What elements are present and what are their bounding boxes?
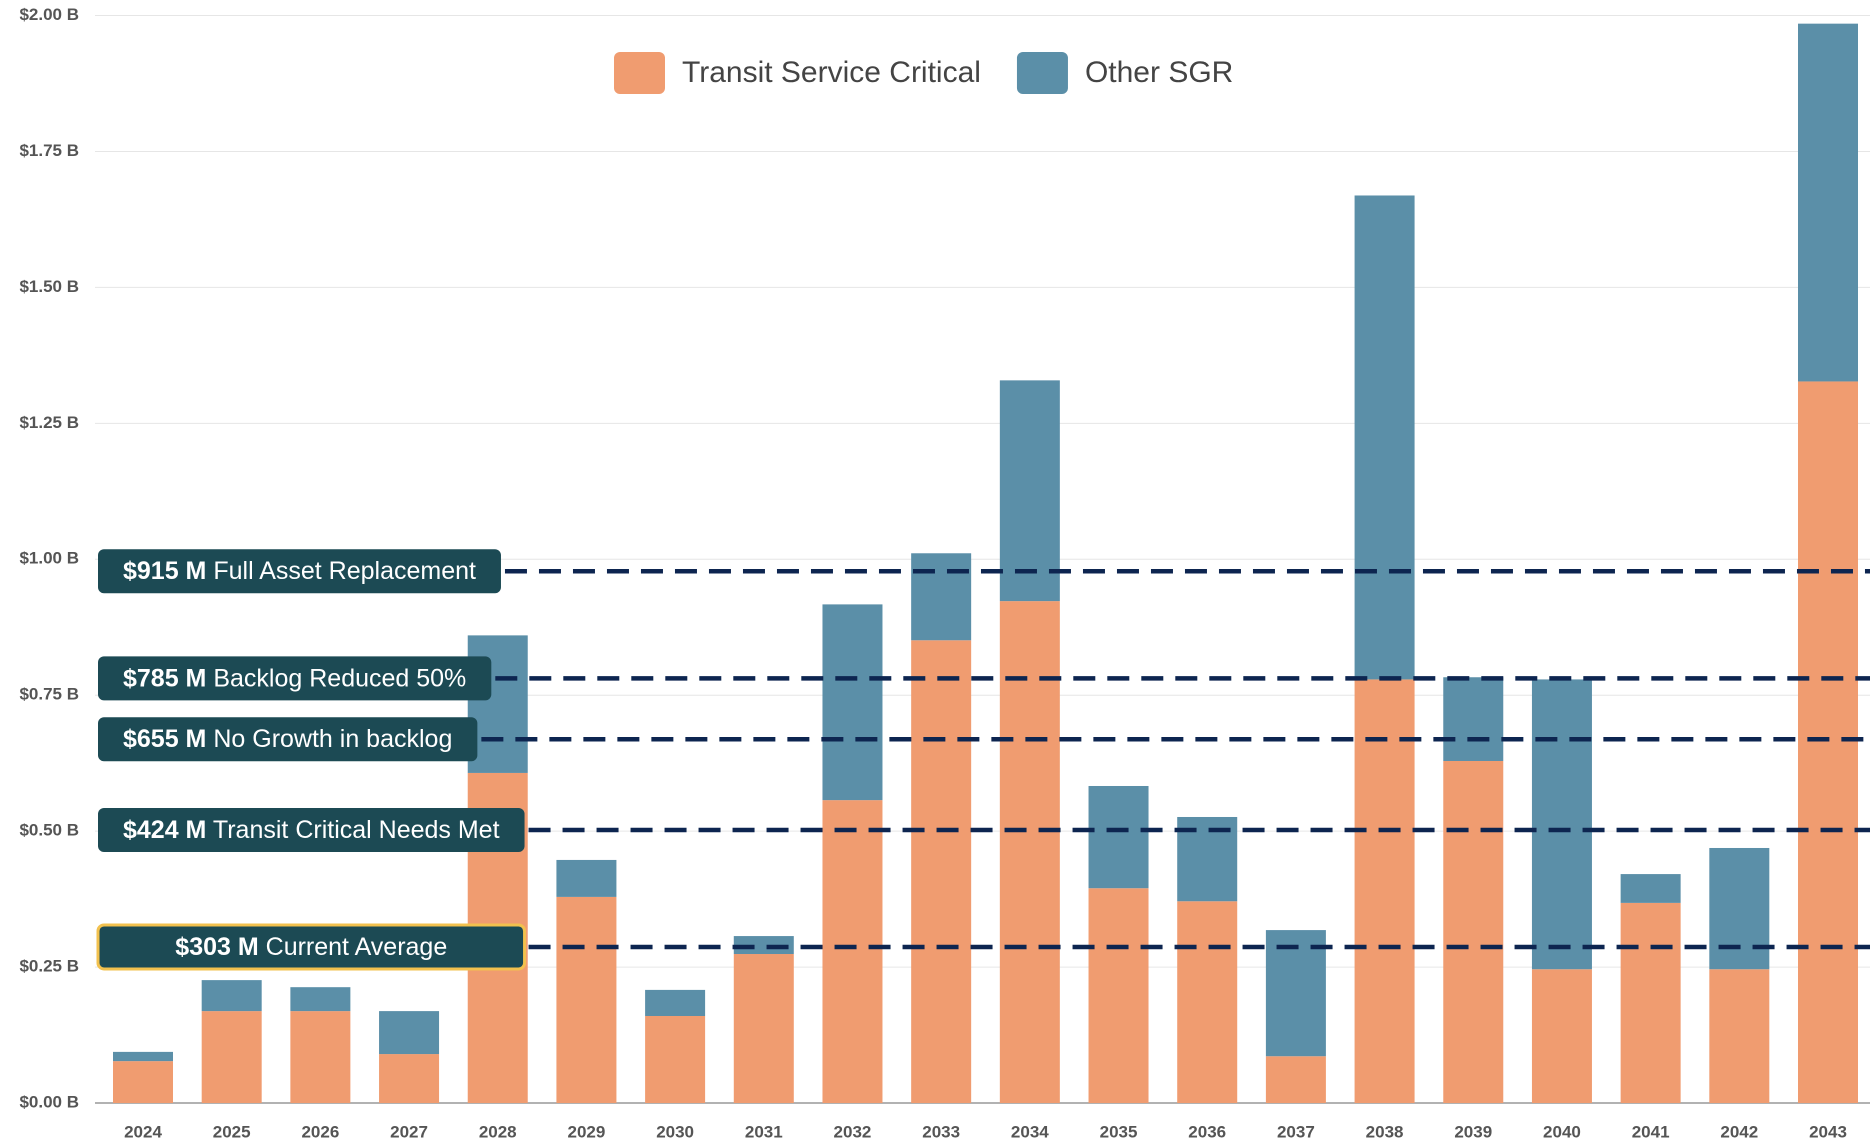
bar-segment bbox=[733, 954, 794, 1103]
bar-segment bbox=[290, 1011, 351, 1103]
bar-segment bbox=[999, 601, 1060, 1103]
bar-segment bbox=[113, 1051, 173, 1062]
x-tick-label: 2038 bbox=[1366, 1122, 1404, 1141]
y-tick-label: $0.50 B bbox=[19, 821, 79, 840]
bar-segment bbox=[1798, 23, 1858, 382]
bar-segment bbox=[1443, 677, 1504, 761]
x-tick-label: 2026 bbox=[301, 1122, 339, 1141]
x-tick-label: 2042 bbox=[1720, 1122, 1758, 1141]
reference-label: $655 M No Growth in backlog bbox=[98, 717, 478, 762]
bar-segment bbox=[1265, 930, 1326, 1057]
x-tick-label: 2032 bbox=[834, 1122, 872, 1141]
reference-caption: Transit Critical Needs Met bbox=[213, 816, 500, 844]
reference-text: $303 M Current Average bbox=[175, 933, 447, 961]
label-box bbox=[98, 808, 525, 853]
legend: Transit Service Critical Other SGR bbox=[614, 52, 1233, 94]
legend-swatch bbox=[614, 52, 665, 94]
x-tick-label: 2040 bbox=[1543, 1122, 1581, 1141]
reference-label: $915 M Full Asset Replacement bbox=[98, 549, 501, 594]
bar-segment bbox=[1088, 785, 1149, 889]
reference-amount: $303 M bbox=[175, 933, 258, 961]
bar-segment bbox=[1265, 1056, 1326, 1103]
bar-segment bbox=[1798, 381, 1858, 1104]
bar-segment bbox=[911, 640, 972, 1103]
y-tick-label: $0.25 B bbox=[19, 957, 79, 976]
bar-segment bbox=[290, 987, 351, 1012]
reference-text: $785 M Backlog Reduced 50% bbox=[123, 664, 466, 692]
reference-text: $655 M No Growth in backlog bbox=[123, 725, 452, 753]
y-tick-label: $1.00 B bbox=[19, 549, 79, 568]
bar-segment bbox=[1620, 874, 1681, 903]
reference-amount: $915 M bbox=[123, 557, 206, 585]
y-tick-label: $1.75 B bbox=[19, 141, 79, 160]
bar-segment bbox=[822, 800, 883, 1103]
reference-amount: $424 M bbox=[123, 816, 206, 844]
x-tick-label: 2043 bbox=[1809, 1122, 1847, 1141]
y-tick-label: $2.00 B bbox=[19, 5, 79, 24]
reference-amount: $655 M bbox=[123, 725, 206, 753]
bar-segment bbox=[645, 989, 706, 1016]
label-box bbox=[98, 656, 492, 701]
legend-label: Other SGR bbox=[1085, 56, 1233, 89]
reference-label: $424 M Transit Critical Needs Met bbox=[98, 808, 525, 853]
bar-segment bbox=[822, 604, 883, 801]
y-tick-label: $1.50 B bbox=[19, 277, 79, 296]
bar-segment bbox=[1709, 847, 1770, 970]
bar-segment bbox=[379, 1054, 440, 1103]
label-box bbox=[98, 717, 478, 762]
legend-swatch bbox=[1016, 52, 1068, 94]
x-tick-label: 2041 bbox=[1632, 1122, 1670, 1141]
bar-segment bbox=[911, 553, 972, 641]
x-tick-label: 2039 bbox=[1454, 1122, 1492, 1141]
x-tick-label: 2037 bbox=[1277, 1122, 1315, 1141]
x-tick-label: 2034 bbox=[1011, 1122, 1049, 1141]
x-tick-label: 2028 bbox=[479, 1122, 517, 1141]
reference-caption: Full Asset Replacement bbox=[213, 557, 476, 585]
bar-segment bbox=[201, 1011, 262, 1103]
bar-segment bbox=[1531, 679, 1592, 970]
bar-segment bbox=[556, 896, 617, 1103]
bar-segment bbox=[999, 380, 1060, 602]
x-tick-label: 2035 bbox=[1100, 1122, 1138, 1141]
reference-caption: Backlog Reduced 50% bbox=[213, 664, 466, 692]
x-tick-label: 2027 bbox=[390, 1122, 428, 1141]
reference-label: $785 M Backlog Reduced 50% bbox=[98, 656, 492, 701]
bar-segment bbox=[733, 936, 794, 955]
x-tick-label: 2024 bbox=[124, 1122, 162, 1141]
label-box bbox=[98, 549, 501, 594]
bar-segment bbox=[1443, 760, 1504, 1103]
bar-segment bbox=[645, 1016, 706, 1103]
x-tick-label: 2029 bbox=[568, 1122, 606, 1141]
reference-text: $424 M Transit Critical Needs Met bbox=[123, 816, 500, 844]
y-tick-label: $1.25 B bbox=[19, 413, 79, 432]
legend-label: Transit Service Critical bbox=[682, 56, 981, 89]
bar-segment bbox=[379, 1011, 440, 1055]
bar-segment bbox=[1709, 969, 1770, 1103]
bar-segment bbox=[1354, 195, 1415, 680]
x-tick-label: 2036 bbox=[1188, 1122, 1226, 1141]
reference-text: $915 M Full Asset Replacement bbox=[123, 557, 476, 585]
x-tick-label: 2030 bbox=[656, 1122, 694, 1141]
bar-segment bbox=[201, 980, 262, 1012]
x-tick-label: 2033 bbox=[922, 1122, 960, 1141]
bar-segment bbox=[1354, 679, 1415, 1103]
y-tick-label: $0.75 B bbox=[19, 685, 79, 704]
y-tick-label: $0.00 B bbox=[19, 1092, 79, 1111]
label-box bbox=[96, 923, 527, 971]
reference-caption: Current Average bbox=[266, 933, 448, 961]
reference-label: $303 M Current Average bbox=[96, 923, 527, 971]
x-tick-label: 2025 bbox=[213, 1122, 251, 1141]
bar-segment bbox=[556, 859, 617, 897]
reference-caption: No Growth in backlog bbox=[213, 725, 452, 753]
bar-segment bbox=[113, 1061, 173, 1103]
bar-segment bbox=[1531, 969, 1592, 1103]
bar-segment bbox=[1177, 901, 1238, 1103]
reference-amount: $785 M bbox=[123, 664, 206, 692]
x-tick-label: 2031 bbox=[745, 1122, 783, 1141]
bar-segment bbox=[1088, 888, 1149, 1103]
bar-segment bbox=[1620, 902, 1681, 1103]
